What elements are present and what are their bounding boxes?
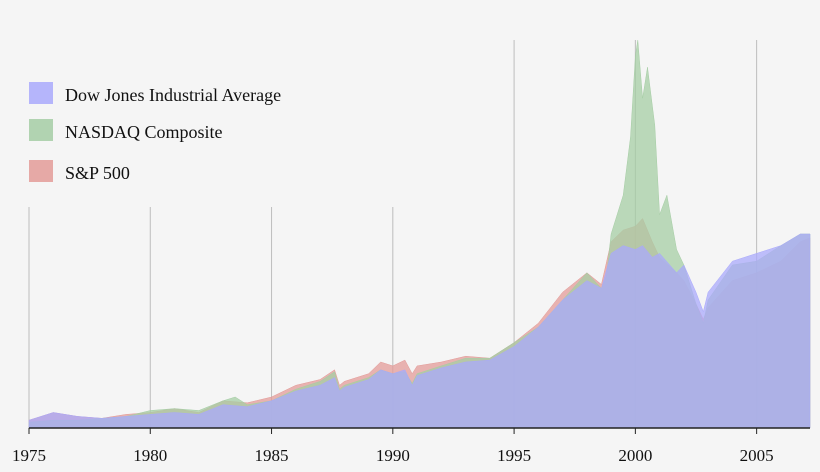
tick-label-2005: 2005 [740, 446, 774, 465]
legend-swatch-nasdaq-composite [29, 119, 53, 141]
tick-label-1995: 1995 [497, 446, 531, 465]
legend-swatch-dow-jones-industrial-average [29, 82, 53, 104]
tick-label-1980: 1980 [133, 446, 167, 465]
x-axis-ticks: 1975 1980 1985 1990 1995 2000 2005 [12, 428, 774, 465]
legend-label-dow-jones-industrial-average: Dow Jones Industrial Average [65, 85, 281, 105]
tick-label-1985: 1985 [255, 446, 289, 465]
legend: Dow Jones Industrial Average NASDAQ Compo… [29, 82, 281, 183]
legend-label-s-p-500: S&P 500 [65, 163, 130, 183]
tick-label-1975: 1975 [12, 446, 46, 465]
area-dow-jones-industrial-average [28, 233, 811, 429]
tick-label-2000: 2000 [618, 446, 652, 465]
legend-swatch-s-p-500 [29, 160, 53, 182]
series-areas [28, 39, 811, 429]
legend-label-nasdaq-composite: NASDAQ Composite [65, 122, 223, 142]
tick-label-1990: 1990 [376, 446, 410, 465]
